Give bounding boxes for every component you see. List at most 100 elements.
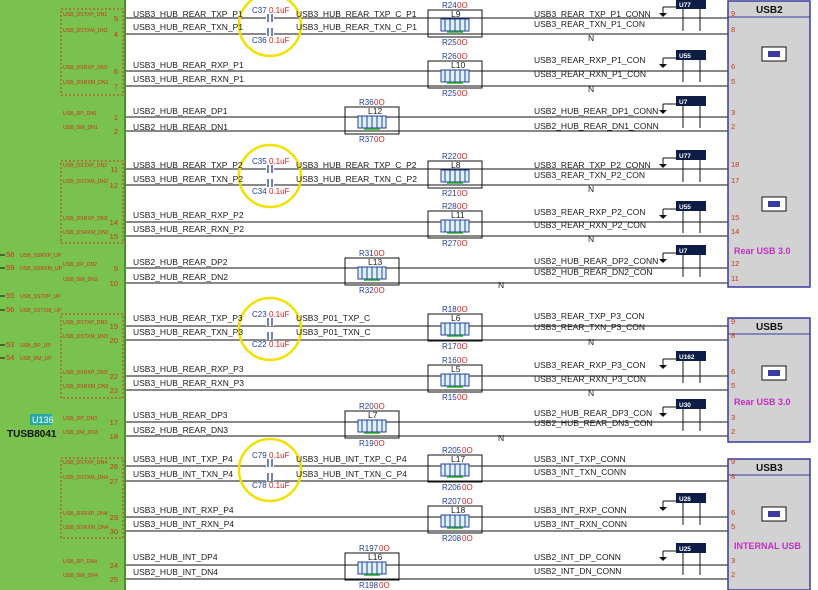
resistor-value: 0O xyxy=(462,483,473,492)
net-label: USB3_REAR_RXP_P1_CON xyxy=(534,55,646,65)
highlight-ellipse xyxy=(237,437,303,503)
resistor-value: 0O xyxy=(462,534,473,543)
net-label: USB3_HUB_INT_TXN_P4 xyxy=(133,469,233,479)
connector-pin-number: 8 xyxy=(731,331,735,340)
net-label: USB3_HUB_REAR_TXP_P1 xyxy=(133,9,243,19)
esd-device-ref: U7 xyxy=(679,248,688,255)
net-label: USB3_HUB_INT_RXP_P4 xyxy=(133,505,234,515)
net-label: USB2_HUB_REAR_DP2_CONN xyxy=(534,256,658,266)
chip-id: U136 xyxy=(32,415,54,425)
chip-pin-label: USB_DM_DN2 xyxy=(63,277,98,283)
upstream-pin-labels: 58 USB_SSRXP_UP 59 USB_SSRXM_UP 55 USB_SSTXP_… xyxy=(0,250,63,362)
choke-bypass-frame xyxy=(344,552,400,581)
net-label: USB2_HUB_REAR_DN1 xyxy=(133,122,228,132)
net-label: USB2_INT_DN_CONN xyxy=(534,566,621,576)
resistor-value: 0O xyxy=(457,52,468,61)
connector-pin-number: 14 xyxy=(731,227,739,236)
connector-description: INTERNAL USB xyxy=(734,541,801,551)
resistor-value: 0O xyxy=(457,189,468,198)
esd-device-ref: U77 xyxy=(679,153,691,160)
net-label: USB3_HUB_REAR_RXN_P3 xyxy=(133,378,244,388)
no-connect-mark: N xyxy=(498,433,504,443)
choke-ref: L8 xyxy=(451,160,461,170)
resistor-ref: R28 xyxy=(442,202,457,211)
usb-port-icon-tongue xyxy=(768,370,780,376)
chip-pin-number: 24 xyxy=(110,561,118,570)
esd-device-ref: U55 xyxy=(679,204,691,211)
connector-pin-number: 17 xyxy=(731,176,739,185)
esd-device xyxy=(676,0,706,9)
net-label: USB3_HUB_INT_RXN_P4 xyxy=(133,519,234,529)
upstream-pin-label: USB_SSTXM_UP xyxy=(20,308,62,314)
connector-pin-number: 8 xyxy=(731,472,735,481)
net-label: USB3_HUB_REAR_DP3 xyxy=(133,410,228,420)
esd-device-ref: U162 xyxy=(679,354,695,361)
choke-ref: L13 xyxy=(368,257,382,267)
esd-device xyxy=(676,245,706,255)
chip-pin-label: USB_DSTXP_DN2 xyxy=(63,163,107,169)
no-connect-mark: N xyxy=(588,33,594,43)
choke-ref: L9 xyxy=(451,9,461,19)
connector-title: USB3 xyxy=(756,463,783,474)
resistor-ref: R207 xyxy=(442,497,462,506)
net-label: USB2_HUB_INT_DN4 xyxy=(133,567,218,577)
choke-ref: L11 xyxy=(451,210,465,220)
esd-device xyxy=(676,201,706,211)
no-connect-mark: N xyxy=(588,337,594,347)
choke-bypass-frame xyxy=(427,9,483,38)
net-label: USB2_HUB_REAR_DP1_CONN xyxy=(534,106,658,116)
chip-pin-number: 2 xyxy=(114,127,118,136)
resistor-value: 0O xyxy=(374,286,385,295)
highlight-ellipse xyxy=(237,0,303,58)
net-label: USB3_REAR_TXN_P2_CON xyxy=(534,170,645,180)
hub-chip-body xyxy=(0,0,125,590)
chip-pin-label: USB_DSTXP_DN3 xyxy=(63,320,107,326)
capacitor-value: 0.1uF xyxy=(269,340,290,349)
resistor-ref: R17 xyxy=(442,342,457,351)
choke-bypass-frame xyxy=(427,210,483,239)
resistor-value: 0O xyxy=(462,497,473,506)
ground-symbol xyxy=(659,110,667,114)
net-label: USB3_HUB_INT_TXP_C_P4 xyxy=(296,454,407,464)
choke-bypass-frame xyxy=(344,106,400,135)
no-connect-mark: N xyxy=(588,84,594,94)
resistor-value: 0O xyxy=(374,98,385,107)
capacitor-gap xyxy=(266,165,274,173)
choke-bypass-frame xyxy=(427,60,483,89)
ground-symbol xyxy=(659,215,667,219)
net-label: USB3_HUB_REAR_TXN_C_P2 xyxy=(296,174,417,184)
esd-device xyxy=(676,50,706,60)
esd-device xyxy=(676,150,706,160)
capacitor-gap xyxy=(266,459,274,467)
resistor-value: 0O xyxy=(374,249,385,258)
connector-body xyxy=(727,0,811,288)
net-label: USB2_HUB_REAR_DP2 xyxy=(133,257,228,267)
highlight-ellipse xyxy=(237,296,303,362)
resistor-ref: R24 xyxy=(442,1,457,10)
esd-device-ref: U55 xyxy=(679,53,691,60)
chip-pin-numbers: 5467121112141591019202223171826272930242… xyxy=(110,14,118,584)
resistor-ref: R206 xyxy=(442,483,462,492)
chip-pin-number: 11 xyxy=(110,165,118,174)
resistor-ref: R197 xyxy=(359,544,379,553)
chip-pin-label: USB_DP_DN2 xyxy=(63,262,97,268)
resistor-value: 0O xyxy=(457,393,468,402)
choke-bypass-frame xyxy=(427,454,483,483)
ground-symbol xyxy=(659,13,667,17)
resistor-value: 0O xyxy=(374,439,385,448)
esd-device xyxy=(676,399,706,409)
choke-bypass-frame xyxy=(427,160,483,189)
resistor-value: 0O xyxy=(457,239,468,248)
capacitor-ref: C78 xyxy=(252,481,267,490)
capacitor-ref: C79 xyxy=(252,451,267,460)
capacitor-ref: C37 xyxy=(252,6,267,15)
resistor-value: 0O xyxy=(462,446,473,455)
connector-body xyxy=(727,458,811,590)
capacitor-ref: C23 xyxy=(252,310,267,319)
chip-pin-number: 14 xyxy=(110,218,118,227)
choke-ref: L6 xyxy=(451,313,461,323)
chip-pin-number: 18 xyxy=(110,432,118,441)
ground-symbol xyxy=(659,507,667,511)
